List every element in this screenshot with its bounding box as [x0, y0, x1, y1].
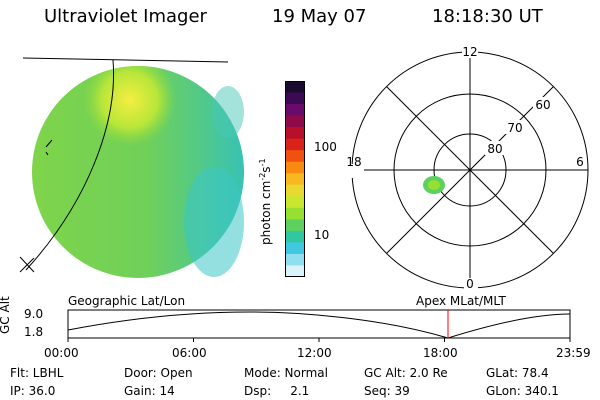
gain-value: Gain: 14	[124, 384, 175, 398]
glon-value: GLon: 340.1	[486, 384, 559, 398]
timeline-right-label: Apex MLat/MLT	[416, 294, 506, 308]
ip-value: IP: 36.0	[10, 384, 56, 398]
timeline-xtick-2359: 23:59	[556, 346, 591, 360]
timeline-xtick-0600: 06:00	[172, 346, 207, 360]
colorbar	[285, 81, 305, 278]
filter-value: Flt: LBHL	[10, 366, 64, 380]
colorbar-band	[285, 184, 305, 197]
colorbar-band	[285, 173, 305, 186]
colorbar-band	[285, 92, 305, 105]
mode-value: Mode: Normal	[244, 366, 328, 380]
colorbar-band	[285, 81, 305, 94]
polar-plot: 12 18 6 0 60 70 80	[342, 44, 589, 290]
colorbar-band	[285, 104, 305, 117]
horizon-line	[22, 57, 229, 63]
timeline-left-label: Geographic Lat/Lon	[68, 294, 186, 308]
colorbar-band	[285, 219, 305, 232]
door-status: Door: Open	[124, 366, 193, 380]
colorbar-band	[285, 265, 305, 278]
auroral-image	[19, 57, 244, 278]
sequence-value: Seq: 39	[364, 384, 410, 398]
lat-label-80: 80	[487, 142, 502, 156]
colorbar-band	[285, 253, 305, 267]
lat-label-70: 70	[507, 121, 522, 135]
colorbar-band	[285, 230, 305, 244]
time-label: 18:18:30 UT	[432, 6, 543, 27]
aurora-blob	[423, 176, 445, 194]
colorbar-band	[285, 115, 305, 128]
mlt-label-6: 6	[576, 155, 584, 169]
mlt-label-0: 0	[466, 277, 474, 290]
colorbar-band	[285, 161, 305, 174]
date-label: 19 May 07	[272, 6, 367, 27]
colorbar-tick-100: 100	[314, 140, 337, 154]
colorbar-band	[285, 207, 305, 220]
colorbar-band	[285, 196, 305, 209]
timeline-ytick-high: 9.0	[24, 307, 44, 321]
orbit-timeline	[67, 309, 571, 342]
colorbar-band	[285, 127, 305, 140]
terminator-line	[25, 59, 115, 271]
timeline-xtick-1200: 12:00	[297, 346, 332, 360]
colorbar-band	[285, 242, 305, 255]
mlt-label-18: 18	[346, 155, 361, 169]
colorbar-unit-label: photon cm-2s-1	[258, 158, 273, 245]
glat-value: GLat: 78.4	[486, 366, 549, 380]
colorbar-tick-10: 10	[314, 228, 330, 242]
timeline-ytick-low: 1.8	[24, 325, 44, 339]
gc-alt-value: GC Alt: 2.0 Re	[364, 366, 448, 380]
timeline-xtick-1800: 18:00	[423, 346, 458, 360]
colorbar-band	[285, 150, 305, 163]
instrument-title: Ultraviolet Imager	[44, 6, 207, 27]
timeline-xtick-0000: 00:00	[44, 346, 79, 360]
orbit-altitude-curve	[67, 311, 571, 339]
mlt-label-12: 12	[462, 45, 477, 59]
dsp-value: Dsp: 2.1	[244, 384, 310, 398]
colorbar-band	[285, 138, 305, 151]
lat-label-60: 60	[535, 98, 550, 112]
